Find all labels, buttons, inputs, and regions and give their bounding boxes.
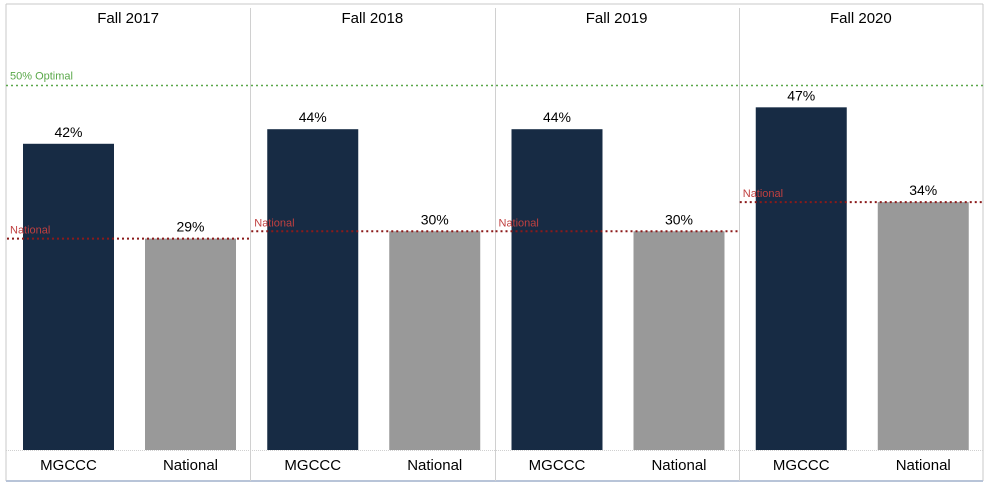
data-label: 47% xyxy=(787,87,815,103)
data-label: 30% xyxy=(665,211,693,227)
category-label: National xyxy=(163,457,218,474)
data-label: 34% xyxy=(909,182,937,198)
national-reference-label: National xyxy=(254,217,294,229)
category-label: MGCCC xyxy=(284,457,341,474)
bar-national xyxy=(633,231,725,450)
bar-mgccc xyxy=(755,107,847,450)
bar-national xyxy=(145,238,236,450)
bar-mgccc xyxy=(511,129,603,450)
bar-mgccc xyxy=(23,143,114,451)
category-label: National xyxy=(896,457,951,474)
bar-mgccc xyxy=(267,129,359,450)
data-label: 44% xyxy=(299,109,327,125)
category-label: National xyxy=(407,457,462,474)
panel-title: Fall 2020 xyxy=(830,10,892,27)
category-label: National xyxy=(651,457,706,474)
data-label: 29% xyxy=(176,219,204,235)
national-reference-label: National xyxy=(499,217,539,229)
national-reference-label: National xyxy=(10,225,50,237)
panel-title: Fall 2018 xyxy=(342,10,404,27)
panel-title: Fall 2019 xyxy=(586,10,648,27)
panel-title: Fall 2017 xyxy=(97,10,159,27)
category-label: MGCCC xyxy=(40,457,97,474)
data-label: 44% xyxy=(543,109,571,125)
data-label: 30% xyxy=(421,211,449,227)
category-label: MGCCC xyxy=(773,457,830,474)
bar-national xyxy=(877,202,969,450)
national-reference-label: National xyxy=(743,188,783,200)
category-label: MGCCC xyxy=(529,457,586,474)
optimal-line-label: 50% Optimal xyxy=(10,70,73,82)
bar-national xyxy=(389,231,481,450)
data-label: 42% xyxy=(54,124,82,140)
